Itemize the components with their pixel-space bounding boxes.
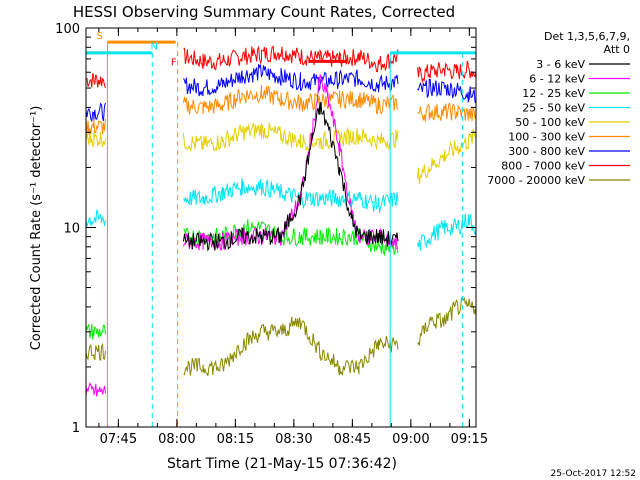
legend-label: 300 - 800 keV [508,145,585,158]
x-tick-label: 08:45 [334,432,371,447]
legend-label: 6 - 12 keV [529,73,585,86]
y-tick-label: 1 [72,421,80,436]
series-25-50-kev [86,177,476,251]
series-800-7000-kev [86,45,476,89]
series-line [183,64,399,97]
series-50-100-kev [86,122,476,185]
x-axis: 07:45 08:00 08:15 08:30 08:45 09:00 09:15 [98,28,488,447]
x-tick-label: 08:30 [275,432,312,447]
series-3-6-kev [183,101,399,252]
chart-title: HESSI Observing Summary Count Rates, Cor… [73,3,455,21]
flag-markers: S N F [86,31,476,427]
x-axis-label: Start Time (21-May-15 07:36:42) [167,456,397,472]
flag-letter: F [171,57,177,68]
legend-header-line2: Att 0 [604,43,630,56]
legend-label: 800 - 7000 keV [501,160,585,173]
y-axis: 1 10 100 [55,22,476,436]
series-line [183,177,399,213]
series-line [417,78,476,104]
flag-letter: N [151,42,158,53]
series-line [183,45,399,73]
x-tick-label: 09:00 [392,432,429,447]
x-tick-label: 09:15 [451,432,488,447]
series-line [86,72,106,89]
series-line [183,122,399,153]
series-line [86,209,106,228]
legend-label: 25 - 50 keV [522,102,585,115]
y-tick-label: 100 [55,22,80,37]
legend-label: 100 - 300 keV [508,131,585,144]
series-300-800-kev [86,64,476,123]
legend-label: 12 - 25 keV [522,87,585,100]
flag-letter: S [96,31,102,42]
y-tick-label: 10 [63,222,80,237]
x-tick-label: 08:15 [217,432,254,447]
series-line [183,101,399,252]
series-line [86,382,106,397]
series-line [417,101,476,122]
x-tick-label: 07:45 [100,432,137,447]
series-line [417,296,476,346]
series-100-300-kev [86,85,476,135]
legend-label: 50 - 100 keV [515,116,585,129]
series-line [417,213,476,251]
series-line [86,131,106,148]
series-line [86,102,106,123]
series-line [183,316,399,376]
y-axis-label: Corrected Count Rate (s⁻¹ detector⁻¹) [29,106,44,351]
series-line [86,342,106,362]
footer-date: 25-Oct-2017 12:52 [551,469,636,479]
series-7000-20000-kev [86,296,476,376]
plot-area: S N F [86,31,476,427]
x-tick-label: 08:00 [158,432,195,447]
plot-frame [85,27,477,428]
series-line [417,128,476,185]
series-line [183,85,399,115]
legend: Det 1,3,5,6,7,9, Att 0 3 - 6 keV 6 - 12 k… [487,30,630,187]
legend-label: 7000 - 20000 keV [487,174,585,187]
series-line [417,60,476,84]
legend-header-line1: Det 1,3,5,6,7,9, [544,30,630,43]
legend-label: 3 - 6 keV [536,58,585,71]
